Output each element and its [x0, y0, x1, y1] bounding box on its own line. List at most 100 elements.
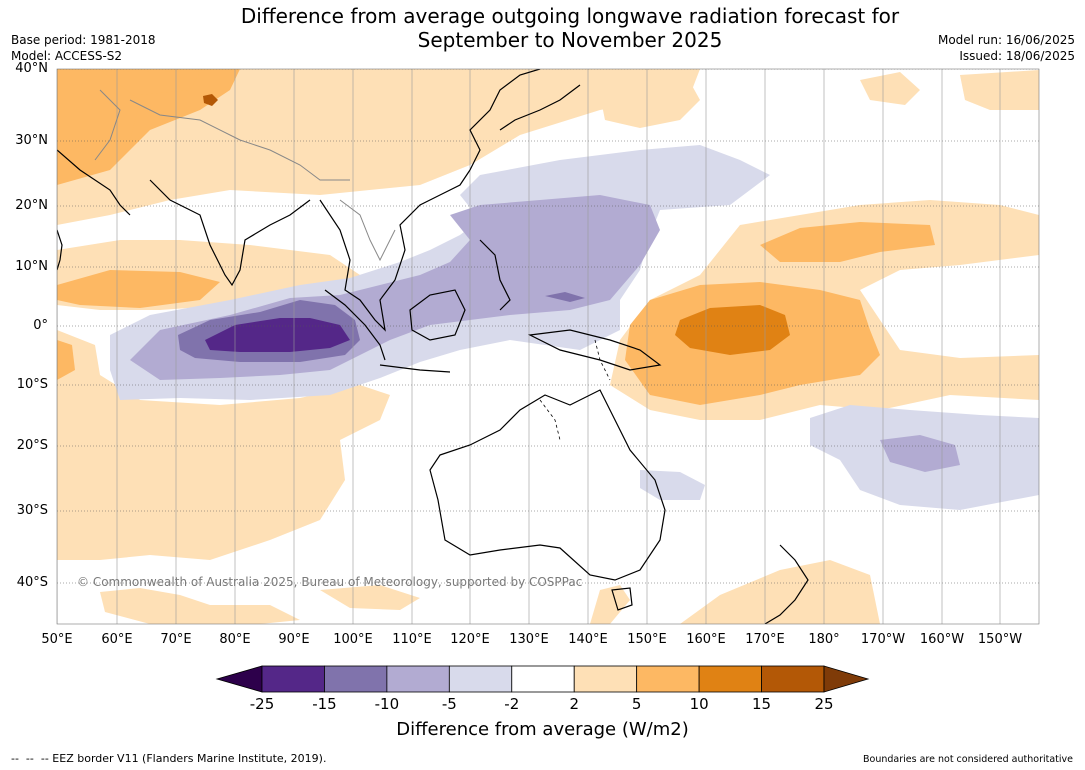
longitude-label: 70°E: [160, 632, 192, 647]
coastline-philippines: [479, 239, 511, 311]
colorbar-bin: [261, 665, 325, 693]
anomaly-area-coral-sea: [640, 470, 705, 500]
latitude-label: 20°N: [15, 198, 48, 213]
latitude-label: 40°S: [16, 575, 48, 590]
graticule: [57, 69, 1039, 624]
eez-border-line: [594, 339, 611, 381]
longitude-label: 170°W: [860, 632, 906, 647]
coastline-australia: [429, 389, 666, 581]
anomaly-area-north-band: [860, 72, 920, 105]
longitude-label: 120°E: [450, 632, 490, 647]
longitude-label: 170°E: [745, 632, 785, 647]
anomaly-area-maritime-continent: [545, 292, 585, 302]
anomaly-area-indian-ocean-south: [57, 340, 75, 380]
longitude-label: 160°E: [686, 632, 726, 647]
latitude-label: 30°S: [16, 503, 48, 518]
issued-date: Issued: 18/06/2025: [959, 49, 1075, 63]
latitude-label: 20°S: [16, 438, 48, 453]
meta-right: Model run: 16/06/2025 Issued: 18/06/2025: [938, 32, 1075, 64]
title-line-1: Difference from average outgoing longwav…: [240, 4, 900, 28]
longitude-label: 50°E: [41, 632, 73, 647]
border-line: [129, 99, 350, 181]
anomaly-area-new-zealand: [680, 560, 880, 624]
boundaries-disclaimer: Boundaries are not considered authoritat…: [863, 754, 1073, 765]
longitude-label: 100°E: [333, 632, 373, 647]
colorbar-bin: [761, 665, 825, 693]
anomaly-area-west-pacific: [675, 305, 790, 355]
map-title: Difference from average outgoing longwav…: [170, 4, 970, 52]
colorbar-tick-label: -10: [374, 695, 400, 713]
anomaly-area-north-band: [960, 70, 1039, 110]
colorbar-extend-low: [215, 665, 263, 693]
colorbar-tick-label: -2: [504, 695, 520, 713]
model-name: Model: ACCESS-S2: [11, 49, 123, 63]
colorbar-title: Difference from average (W/m2): [396, 719, 689, 740]
colorbar-tick-label: -5: [441, 695, 457, 713]
anomaly-area-south-pacific: [880, 435, 960, 472]
colorbar-tick-label: -15: [312, 695, 337, 713]
colorbar-tick-label: 10: [689, 695, 709, 713]
longitude-label: 90°E: [278, 632, 310, 647]
coastline-borneo: [409, 289, 466, 341]
colorbar-bin: [511, 665, 575, 693]
colorbar-bin: [573, 665, 638, 693]
map-frame: [56, 68, 1040, 625]
copyright-notice: © Commonwealth of Australia 2025, Bureau…: [77, 575, 582, 589]
latitude-label: 0°: [33, 318, 48, 333]
base-period: Base period: 1981-2018: [11, 33, 156, 47]
colorbar-tick-label: 2: [569, 695, 579, 713]
colorbar-bin: [386, 665, 450, 693]
colorbar-tick-label: 25: [814, 695, 834, 713]
latitude-label: 10°N: [15, 259, 48, 274]
colorbar-tick-label: 5: [631, 695, 642, 713]
eez-borders: [539, 339, 611, 441]
longitude-label: 110°E: [392, 632, 432, 647]
anomaly-area-southern-ocean: [100, 588, 300, 624]
colorbar-tick-label: -25: [249, 695, 275, 713]
longitude-label: 150°W: [977, 632, 1023, 647]
coastlines: [57, 69, 809, 624]
coastline-southeast-asia: [319, 169, 471, 332]
colorbar: [215, 665, 870, 693]
anomaly-area-west-pacific: [760, 222, 935, 262]
positive-anomaly-regions: [57, 69, 1039, 624]
model-run: Model run: 16/06/2025: [937, 33, 1075, 47]
longitude-label: 160°W: [919, 632, 965, 647]
colorbar-bin: [636, 665, 700, 693]
anomaly-area-north-band: [600, 80, 700, 128]
coastline-india: [149, 179, 311, 287]
title-line-2: September to November 2025: [417, 28, 723, 52]
anomaly-area-southern-ocean: [320, 585, 420, 610]
border-line: [339, 199, 396, 262]
longitude-label: 60°E: [101, 632, 133, 647]
anomaly-area-north-band: [57, 69, 700, 225]
longitude-label: 150°E: [627, 632, 667, 647]
colorbar-tick-label: 15: [752, 695, 772, 713]
negative-anomaly-regions: [110, 145, 1039, 510]
meta-left: Base period: 1981-2018 Model: ACCESS-S2: [11, 32, 156, 64]
coastline-sumatra: [324, 289, 386, 361]
coastline-africa-east: [57, 229, 63, 271]
coastline-china: [469, 69, 541, 171]
longitude-label: 130°E: [509, 632, 549, 647]
latitude-label: 40°N: [15, 61, 48, 76]
anomaly-area-indian-ocean-south: [57, 330, 390, 560]
border-line: [94, 89, 121, 161]
latitude-label: 10°S: [16, 377, 48, 392]
coastline-tasmania: [611, 587, 633, 611]
coastline-new-zealand: [764, 544, 809, 624]
coastline-korea-japan: [499, 84, 581, 131]
eez-border-line: [539, 399, 561, 441]
country-borders: [94, 89, 396, 262]
colorbar-bin: [324, 665, 388, 693]
longitude-label: 80°E: [219, 632, 251, 647]
anomaly-area-north-band: [57, 70, 140, 165]
colorbar-bin: [448, 665, 513, 693]
coastline-arabia-iran: [57, 149, 131, 216]
coastline-java: [379, 364, 451, 373]
anomaly-area-himalaya: [203, 94, 218, 106]
colorbar-extend-high: [823, 665, 870, 693]
anomaly-area-tasmania: [590, 585, 630, 624]
colorbar-bin: [698, 665, 762, 693]
